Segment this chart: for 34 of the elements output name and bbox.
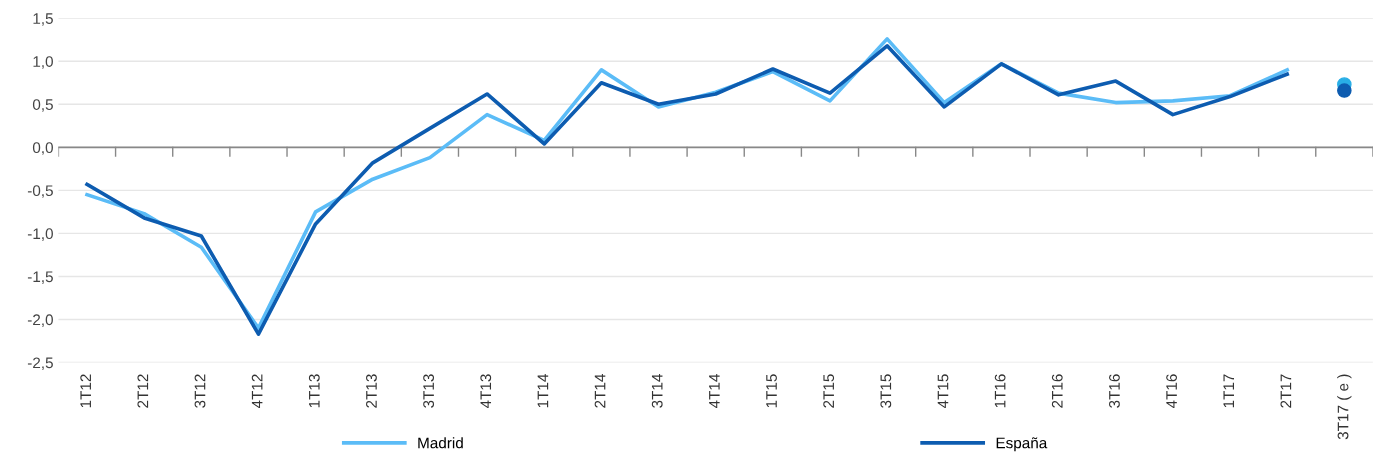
x-tick-label: 2T12 — [137, 374, 149, 408]
x-tick-label: 2T16 — [1051, 374, 1063, 408]
x-tick-label: 1T16 — [994, 374, 1006, 408]
x-tick-label: 4T16 — [1166, 374, 1177, 409]
x-tick-label: 2T13 — [366, 374, 377, 408]
x-tick-label: 1T13 — [308, 374, 320, 408]
y-tick-label: -0,5 — [27, 185, 53, 198]
x-tick-label: 2T17 — [1280, 374, 1292, 408]
x-tick-label: 1T15 — [766, 374, 777, 408]
x-tick-label: 3T12 — [194, 374, 206, 408]
x-tick-label: 4T14 — [709, 374, 720, 409]
x-tick-label: 3T13 — [423, 374, 435, 408]
x-tick-label: 2T15 — [823, 374, 835, 408]
x-tick-label: 2T14 — [594, 374, 606, 408]
x-tick-label: 1T14 — [537, 374, 549, 408]
y-tick-label: 1,0 — [33, 56, 53, 69]
x-tick-label: 3T15 — [880, 374, 892, 408]
y-tick-label: -1,5 — [27, 271, 53, 284]
x-tick-label: 4T12 — [251, 374, 263, 409]
x-tick-label: 4T13 — [480, 374, 492, 409]
y-tick-label: -2,0 — [27, 314, 53, 327]
x-tick-label: 1T12 — [80, 374, 91, 408]
y-tick-label: 1,5 — [33, 13, 53, 26]
legend-label: Madrid — [418, 437, 463, 449]
legend-label: España — [996, 437, 1048, 452]
x-tick-label: 3T14 — [651, 374, 663, 408]
x-tick-label: 4T15 — [937, 374, 949, 409]
y-tick-label: 0,5 — [32, 99, 53, 112]
y-tick-label: -2,5 — [27, 357, 53, 371]
y-tick-label: 0,0 — [32, 142, 53, 155]
y-tick-label: -1,0 — [27, 228, 53, 241]
x-tick-label: 3T17 ( e ) — [1337, 374, 1352, 440]
x-tick-label: 3T16 — [1109, 374, 1120, 408]
x-tick-label: 1T17 — [1223, 374, 1234, 408]
